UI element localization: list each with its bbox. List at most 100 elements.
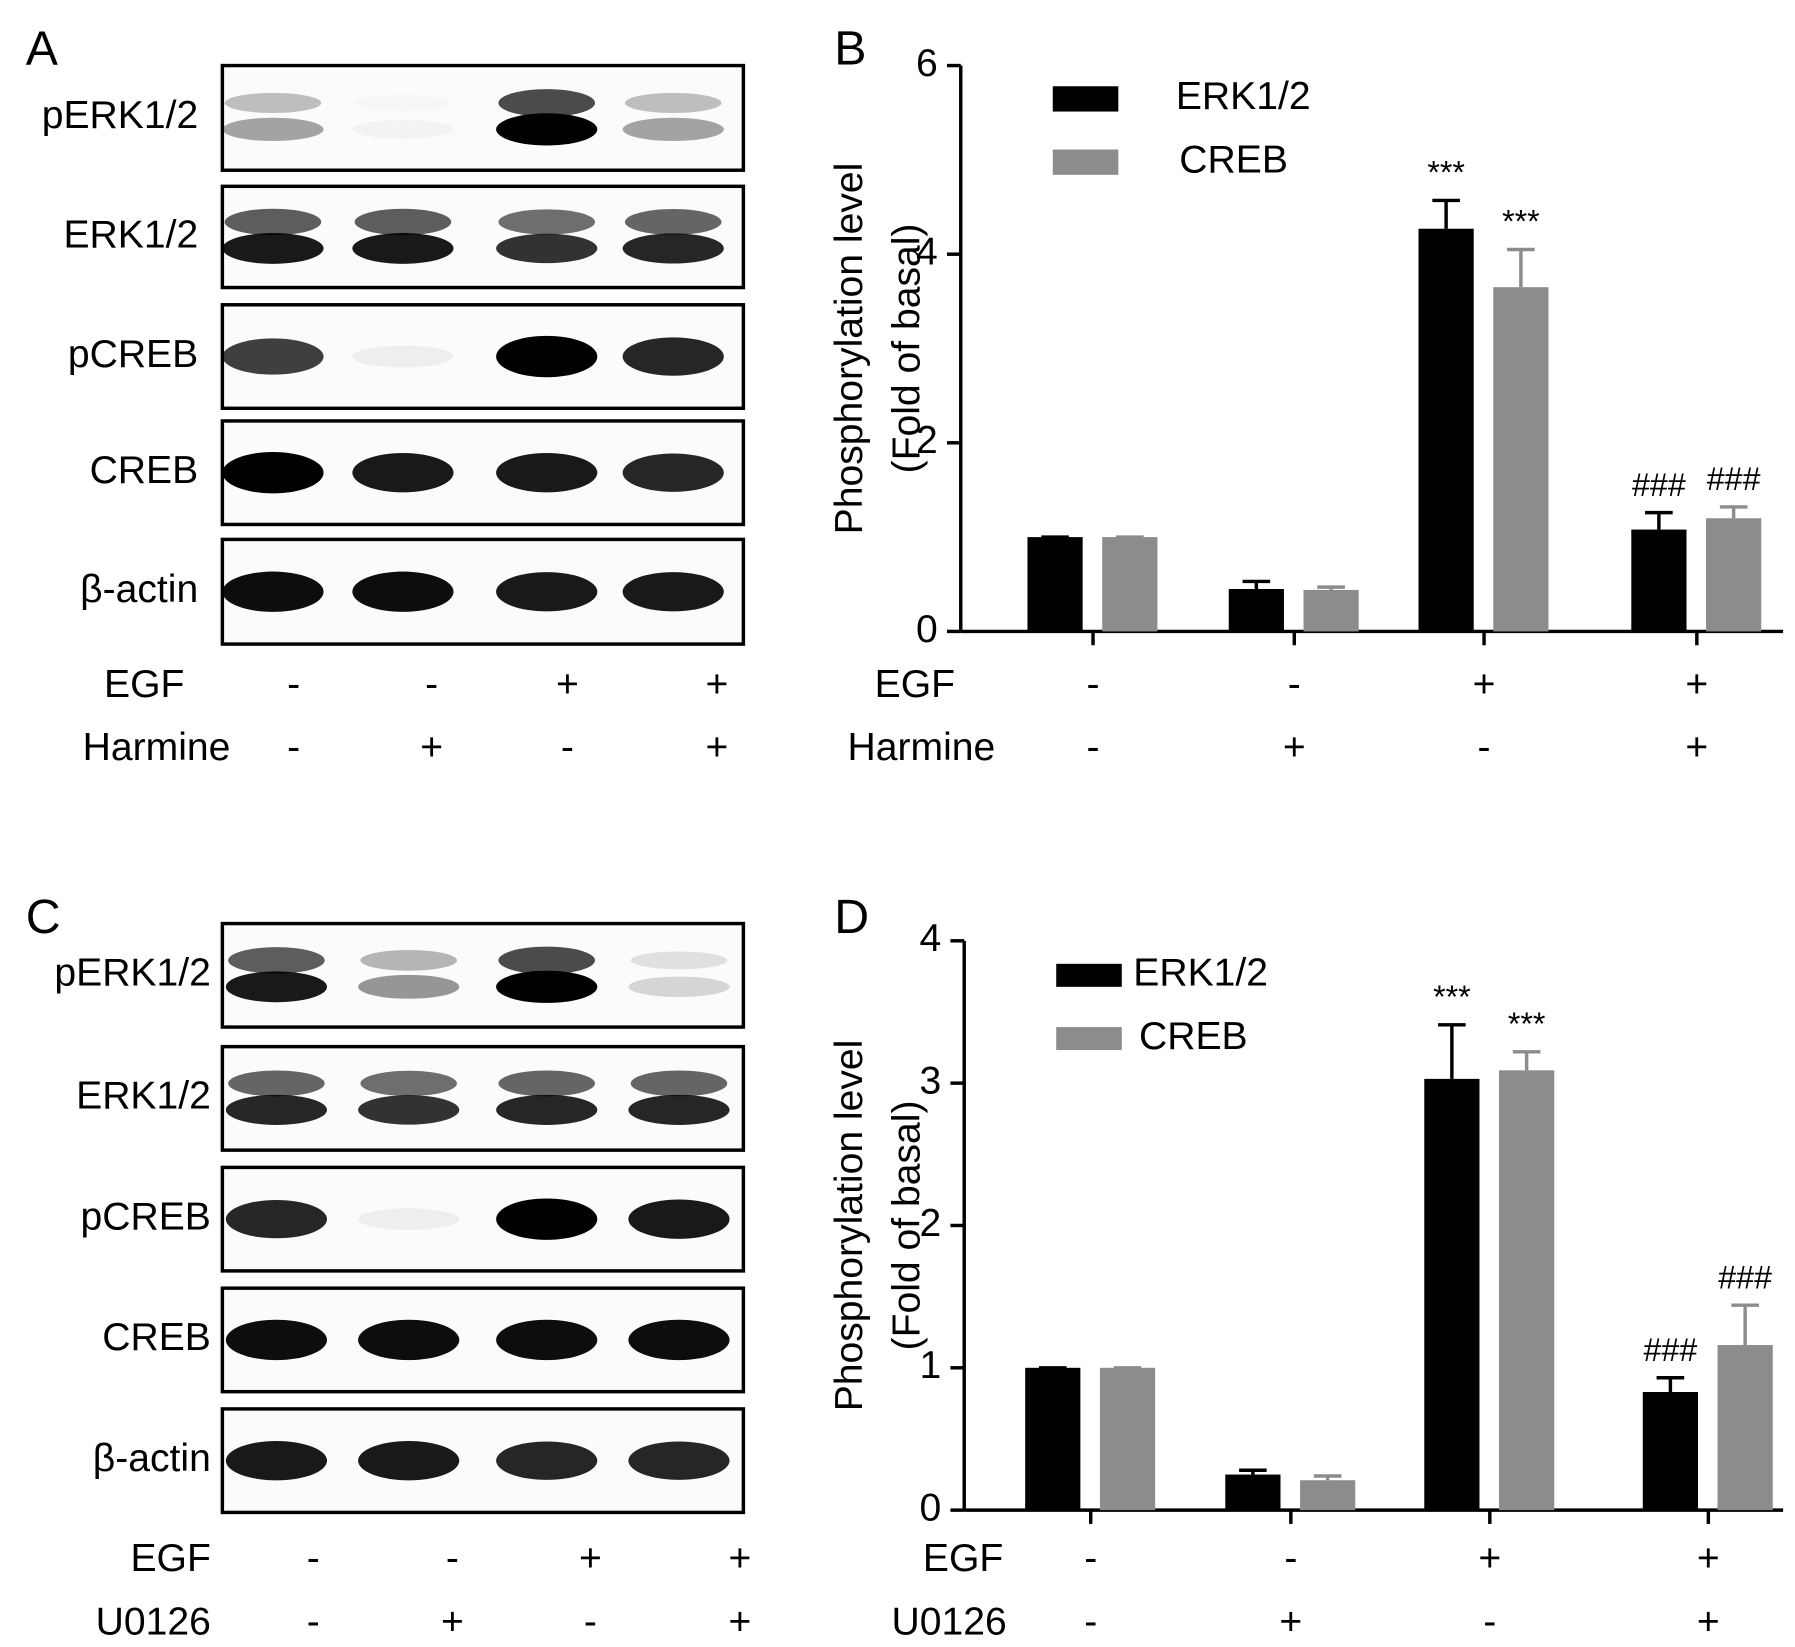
y-tick-label: 2 xyxy=(916,419,938,462)
treatment-sign: + xyxy=(1478,1537,1501,1580)
band xyxy=(498,1070,596,1097)
band xyxy=(352,453,454,493)
significance-label: ### xyxy=(1644,1332,1698,1368)
legend-label: ERK1/2 xyxy=(1133,952,1268,995)
bar xyxy=(1424,1078,1480,1511)
legend-label: CREB xyxy=(1139,1015,1248,1058)
bar xyxy=(1499,1070,1555,1511)
error-bar xyxy=(1512,1050,1541,1071)
treatment-label: EGF xyxy=(104,663,184,706)
band xyxy=(222,338,324,375)
bar xyxy=(1303,589,1359,632)
band xyxy=(624,209,722,235)
blot-row-label: ERK1/2 xyxy=(63,213,198,256)
treatment-label: Harmine xyxy=(83,726,231,769)
band xyxy=(496,335,598,378)
band xyxy=(225,971,328,1003)
band xyxy=(628,1319,730,1361)
band xyxy=(630,1070,728,1097)
treatment-sign: + xyxy=(579,1537,602,1580)
band xyxy=(358,1095,460,1125)
blot-row-label: pCREB xyxy=(68,333,198,376)
band xyxy=(498,89,596,117)
treatment-sign: - xyxy=(561,726,574,769)
error-bar xyxy=(1239,1468,1267,1475)
legend-swatch xyxy=(1056,1027,1122,1051)
treatment-sign: + xyxy=(1685,726,1708,769)
band xyxy=(496,1319,598,1361)
significance-label: ### xyxy=(1707,461,1761,497)
band xyxy=(225,1199,328,1239)
error-bar xyxy=(1317,585,1345,590)
band xyxy=(622,337,724,376)
treatment-sign: + xyxy=(1697,1537,1720,1580)
bar xyxy=(1027,537,1083,632)
band xyxy=(225,1094,328,1125)
treatment-sign: - xyxy=(584,1600,597,1643)
band xyxy=(228,1070,325,1097)
y-tick-label: 0 xyxy=(919,1486,941,1529)
band xyxy=(628,1199,730,1239)
treatment-label: Harmine xyxy=(848,726,996,769)
treatment-sign: - xyxy=(307,1600,320,1643)
y-axis-label: (Fold of basal) xyxy=(885,1101,928,1351)
significance-label: *** xyxy=(1427,155,1465,191)
bar xyxy=(1025,1367,1081,1511)
bar xyxy=(1418,228,1474,632)
band xyxy=(358,1319,460,1361)
blot-row-label: ERK1/2 xyxy=(76,1075,211,1118)
blot-row-label: CREB xyxy=(90,449,199,492)
panel-label: A xyxy=(26,22,59,76)
bar xyxy=(1717,1345,1773,1511)
band xyxy=(496,233,598,264)
treatment-label: EGF xyxy=(875,663,955,706)
error-bar xyxy=(1313,1474,1342,1481)
band xyxy=(358,1441,460,1481)
treatment-sign: + xyxy=(729,1600,752,1643)
bar xyxy=(1631,529,1687,632)
band xyxy=(224,208,322,236)
y-tick-label: 4 xyxy=(916,231,938,274)
error-bar xyxy=(1656,1376,1685,1393)
treatment-label: U0126 xyxy=(892,1600,1007,1643)
significance-label: *** xyxy=(1508,1006,1546,1042)
treatment-sign: - xyxy=(1284,1537,1297,1580)
blot-row-label: pERK1/2 xyxy=(42,94,198,137)
band xyxy=(628,1094,730,1125)
band xyxy=(622,453,724,492)
error-bar xyxy=(1719,505,1748,519)
error-bar xyxy=(1645,510,1673,530)
legend-label: CREB xyxy=(1179,138,1288,181)
error-bar xyxy=(1731,1303,1759,1346)
y-tick-label: 4 xyxy=(919,917,941,960)
treatment-sign: - xyxy=(1087,663,1100,706)
band xyxy=(222,117,324,142)
bar xyxy=(1099,1367,1156,1511)
band xyxy=(630,951,728,970)
panel-label: B xyxy=(834,22,866,76)
legend-swatch xyxy=(1052,149,1119,175)
error-bar xyxy=(1242,579,1271,589)
treatment-sign: + xyxy=(706,663,729,706)
treatment-sign: + xyxy=(1685,663,1708,706)
blot-frame xyxy=(220,63,746,172)
bar xyxy=(1225,1474,1281,1511)
bar xyxy=(1642,1391,1698,1511)
treatment-label: EGF xyxy=(923,1537,1003,1580)
bar xyxy=(1300,1480,1356,1511)
bar xyxy=(1493,287,1549,632)
y-axis-label: Phosphorylation level xyxy=(828,163,871,535)
band xyxy=(358,974,460,999)
significance-label: ### xyxy=(1718,1259,1772,1295)
treatment-sign: - xyxy=(287,726,300,769)
band xyxy=(496,453,598,493)
treatment-sign: - xyxy=(1084,1537,1097,1580)
significance-label: ### xyxy=(1632,467,1686,503)
band xyxy=(354,208,452,236)
treatment-sign: - xyxy=(307,1537,320,1580)
treatment-sign: + xyxy=(1473,663,1496,706)
treatment-sign: - xyxy=(287,663,300,706)
band xyxy=(496,572,598,612)
treatment-sign: + xyxy=(1279,1600,1302,1643)
